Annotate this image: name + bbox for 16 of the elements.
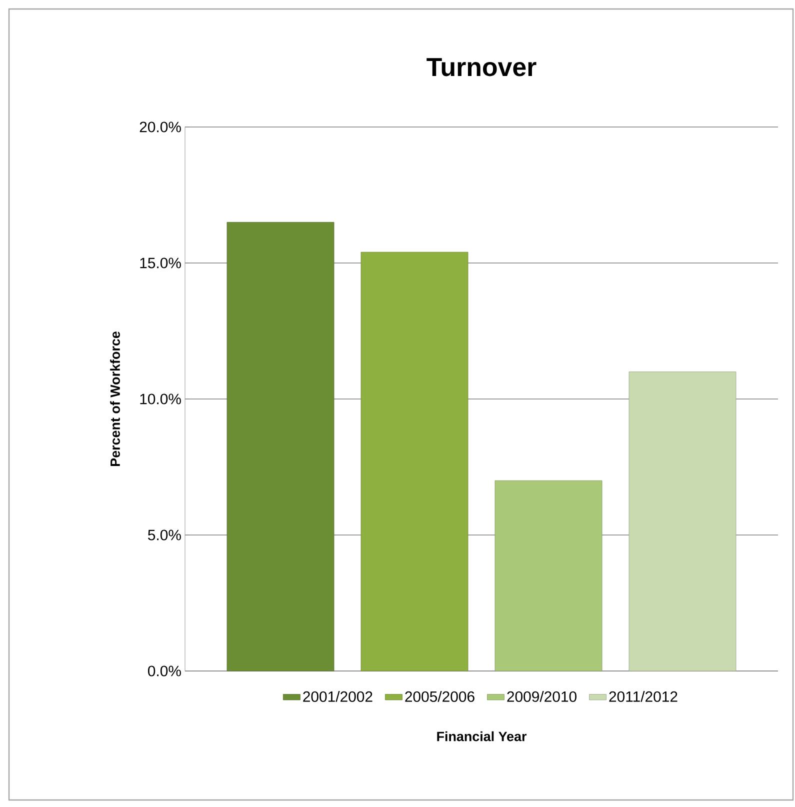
legend-label: 2005/2006 — [405, 690, 474, 702]
bar — [628, 372, 736, 672]
bar — [494, 480, 602, 672]
y-tick-label: 10.0% — [140, 394, 181, 404]
y-tick-label: 0.0% — [148, 666, 181, 676]
legend-label: 2009/2010 — [507, 690, 576, 702]
y-axis-title: Percent of Workforce — [110, 332, 120, 466]
y-tick-label: 5.0% — [148, 530, 181, 540]
bar — [226, 222, 334, 672]
chart-title: Turnover — [426, 58, 536, 76]
legend-label: 2001/2002 — [303, 690, 372, 702]
bar — [360, 252, 468, 672]
y-tick-label: 20.0% — [140, 122, 181, 132]
legend-label: 2011/2012 — [609, 690, 678, 702]
x-axis-title: Financial Year — [437, 731, 527, 742]
y-tick-label: 15.0% — [140, 258, 181, 268]
